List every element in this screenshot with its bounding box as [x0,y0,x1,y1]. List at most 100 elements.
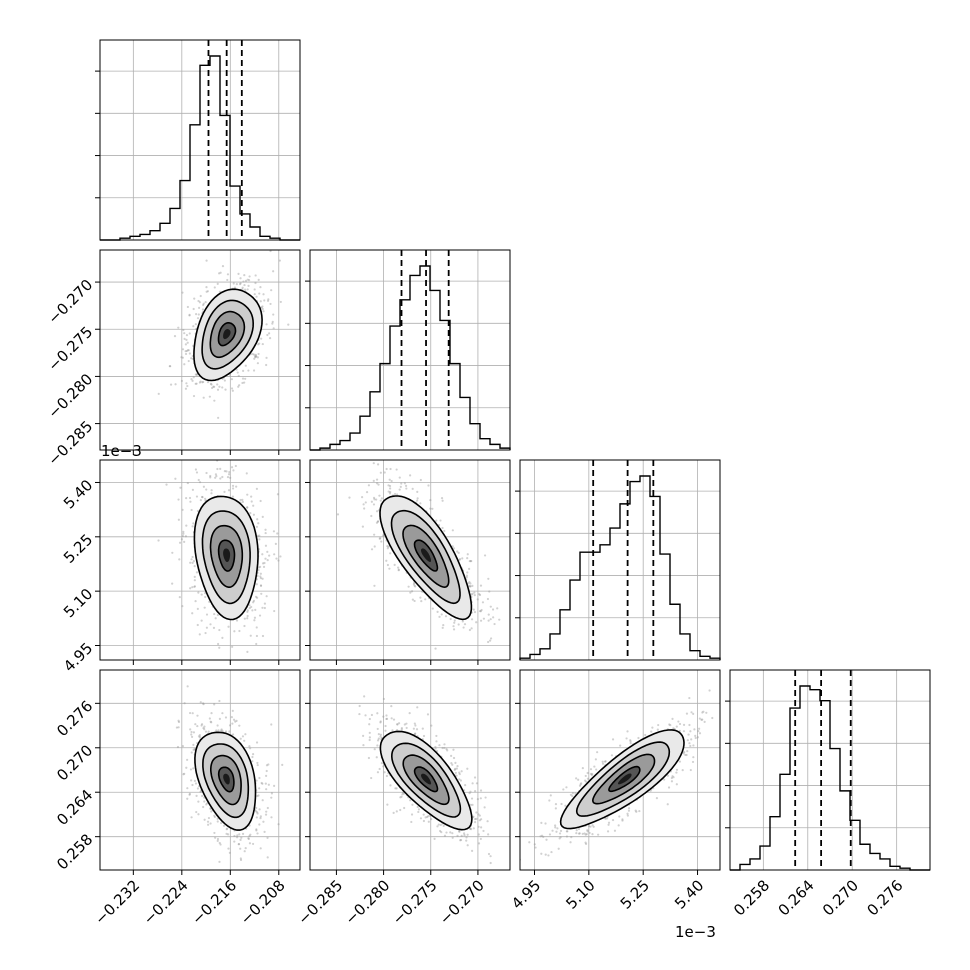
sample-point [585,832,588,836]
contour-line [390,742,462,818]
pair-frame [99,669,301,871]
sample-point [216,282,219,285]
sample-point [398,488,401,491]
sample-point [678,760,682,763]
sample-point [274,542,277,545]
sample-point [472,815,475,818]
sample-point [210,489,213,492]
sample-point [190,730,193,734]
sample-point [157,539,160,542]
sample-point [226,827,229,830]
pair-frame [99,459,301,661]
sample-point [259,584,263,587]
sample-point [246,609,249,612]
sample-point [199,294,202,298]
sample-point [416,706,419,709]
sample-point [488,590,491,593]
sample-point [376,727,379,731]
sample-point [184,350,187,353]
sample-point [379,721,382,724]
sample-point [190,733,193,736]
sample-point [253,353,256,356]
sample-point [230,387,234,390]
sample-point [246,506,249,509]
sample-point [370,776,373,780]
sample-point [390,705,393,708]
sample-point [422,813,425,816]
sample-point [470,627,473,630]
sample-point [387,490,390,493]
sample-point [457,551,460,554]
sample-point [375,498,378,501]
sample-point [218,646,221,649]
sample-point [251,755,254,759]
sample-point [210,383,213,386]
sample-point [232,718,236,721]
sample-point [257,566,260,569]
sample-point [239,277,242,280]
sample-point [233,834,236,838]
sample-point [411,487,414,490]
sample-point [265,774,268,777]
sample-point [373,584,376,587]
sample-point [558,832,562,835]
sample-point [203,606,206,609]
sample-point [194,782,198,785]
sample-point [193,585,196,588]
sample-point [407,585,410,588]
sample-point [463,623,467,626]
sample-point [376,739,380,742]
sample-point [276,532,279,535]
sample-point [370,548,374,551]
sample-point [410,820,413,824]
sample-point [223,470,226,473]
sample-point [198,301,201,304]
sample-point [216,383,219,386]
sample-point [258,534,261,537]
contour-line [379,495,473,621]
sample-point [209,720,212,723]
contour-line [390,509,461,605]
sample-point [470,618,474,621]
sample-point [268,554,271,557]
sample-point [589,768,593,771]
sample-point [436,610,439,613]
sample-point [489,618,492,621]
sample-point [361,496,364,499]
sample-point [266,806,269,810]
sample-point [672,776,675,779]
sample-point [196,623,199,627]
sample-point [264,782,267,785]
sample-point [486,597,490,601]
sample-point [217,642,220,646]
sample-point [456,834,459,837]
sample-point [419,478,422,482]
sample-point [367,484,370,487]
sample-point [177,518,180,521]
sample-point [260,337,263,340]
sample-point [261,553,264,556]
sample-point [451,529,454,532]
sample-point [266,333,269,337]
sample-point [264,528,267,531]
sample-point [380,497,383,500]
sample-point [439,823,442,827]
sample-point [220,728,223,731]
sample-point [183,702,186,705]
sample-point [443,529,446,533]
sample-point [267,298,270,301]
sample-point [265,323,268,326]
sample-point [430,724,433,727]
sample-point [186,305,189,309]
pair-frame [309,669,511,871]
sample-point [201,381,204,384]
sample-point [379,471,382,474]
sample-point [204,301,207,304]
sample-point [214,473,218,476]
sample-point [202,805,205,809]
sample-point [464,784,467,787]
sample-point [470,849,474,852]
sample-point [666,774,670,777]
sample-point [368,717,371,721]
sample-point [224,388,227,391]
